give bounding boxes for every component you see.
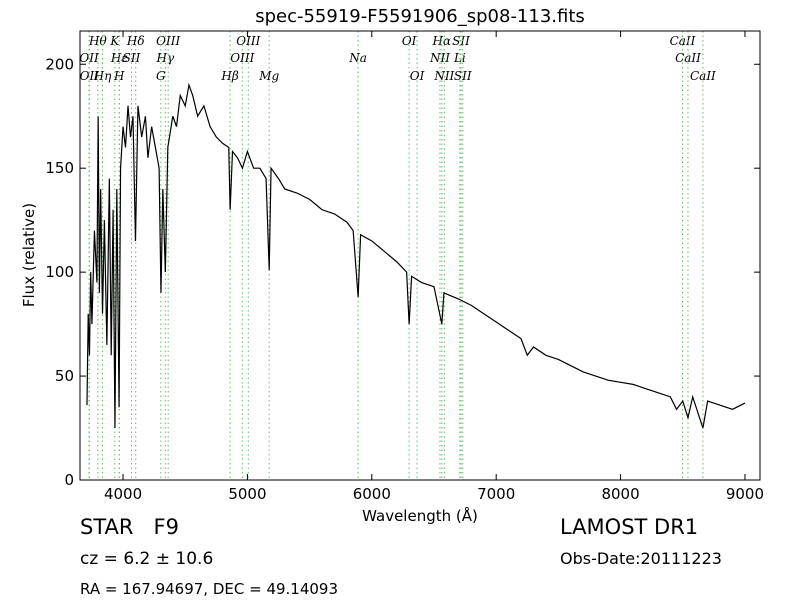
y-tick-label: 100 (45, 263, 74, 281)
spectrum-line (86, 82, 746, 429)
spectral-line-label: H (113, 69, 125, 83)
spectral-line-label: CaII (675, 51, 701, 65)
y-tick-label: 150 (45, 159, 74, 177)
spectral-line-label: OIII (236, 34, 260, 48)
obs-date: Obs-Date:20111223 (560, 549, 722, 568)
x-tick-label: 8000 (601, 485, 639, 503)
y-axis-label: Flux (relative) (20, 203, 38, 307)
x-tick-label: 5000 (228, 485, 266, 503)
spectral-line-label: OI (410, 69, 425, 83)
spectral-line-label: SII (452, 34, 470, 48)
spectral-line-label: CaII (670, 34, 696, 48)
spectral-line-label: OIII (230, 51, 254, 65)
chart-title: spec-55919-F5591906_sp08-113.fits (255, 6, 585, 27)
survey: LAMOST DR1 (560, 515, 698, 539)
spectral-line-label: OI (402, 34, 417, 48)
spectral-line-label: Hγ (156, 51, 175, 65)
spectral-line-label: CaII (690, 69, 716, 83)
coordinates: RA = 167.94697, DEC = 49.14093 (80, 580, 338, 598)
spectral-line-label: Li (453, 51, 466, 65)
y-tick-label: 200 (45, 55, 74, 73)
spectral-line-label: Na (348, 51, 367, 65)
spectral-line-label: NII (433, 69, 454, 83)
redshift: cz = 6.2 ± 10.6 (80, 549, 213, 569)
spectral-line-label: G (156, 69, 166, 83)
x-tick-label: 4000 (104, 485, 142, 503)
plot-frame (79, 30, 761, 481)
spectral-line-label: Hα (432, 34, 452, 48)
spectral-line-label: NII (429, 51, 450, 65)
spectral-line-label: OII (80, 69, 100, 83)
spectral-line-label: Hδ (126, 34, 145, 48)
spectral-line-label: Hβ (220, 69, 238, 83)
spectral-line-label: K (109, 34, 120, 48)
y-tick-label: 50 (55, 367, 74, 385)
x-tick-label: 6000 (353, 485, 391, 503)
spectral-line-label: Hη (93, 69, 112, 83)
x-tick-label: 7000 (477, 485, 515, 503)
spectral-line-label: SII (454, 69, 472, 83)
object-class: STAR F9 (80, 515, 179, 539)
spectral-line-label: Mg (258, 69, 279, 83)
spectral-line-label: Hθ (88, 34, 107, 48)
x-tick-label: 9000 (726, 485, 764, 503)
y-tick-label: 0 (64, 471, 74, 489)
x-axis-label: Wavelength (Å) (362, 506, 478, 525)
spectral-line-label: SII (123, 51, 141, 65)
spectral-line-label: OIII (156, 34, 180, 48)
